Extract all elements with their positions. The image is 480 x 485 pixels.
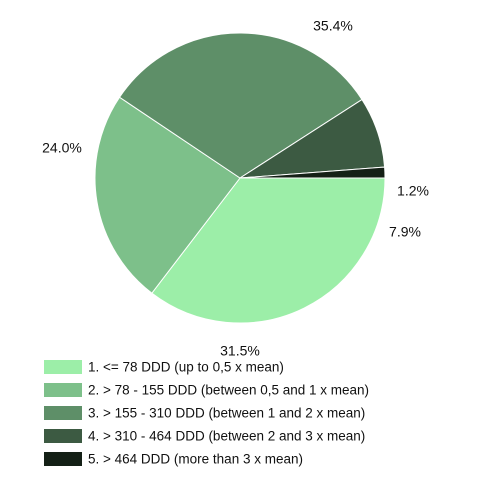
pie-slice-5 <box>239 166 386 179</box>
legend-item-3: 3. > 155 - 310 DDD (between 1 and 2 x me… <box>44 406 365 421</box>
legend-label-4: 4. > 310 - 464 DDD (between 2 and 3 x me… <box>88 429 365 444</box>
pie-slice-3 <box>118 32 363 179</box>
legend-label-2: 2. > 78 - 155 DDD (between 0,5 and 1 x m… <box>88 383 369 398</box>
slice-value-label-4: 7.9% <box>389 224 421 240</box>
legend-item-4: 4. > 310 - 464 DDD (between 2 and 3 x me… <box>44 429 365 444</box>
legend-label-5: 5. > 464 DDD (more than 3 x mean) <box>88 452 303 467</box>
legend-label-1: 1. <= 78 DDD (up to 0,5 x mean) <box>88 360 284 375</box>
legend-swatch-1 <box>44 360 82 374</box>
legend-swatch-2 <box>44 383 82 397</box>
legend-item-1: 1. <= 78 DDD (up to 0,5 x mean) <box>44 360 284 375</box>
pie-slices <box>94 32 386 324</box>
pie-slice-1 <box>151 177 386 324</box>
legend-item-2: 2. > 78 - 155 DDD (between 0,5 and 1 x m… <box>44 383 369 398</box>
slice-value-label-2: 24.0% <box>42 140 82 156</box>
legend-item-5: 5. > 464 DDD (more than 3 x mean) <box>44 452 303 467</box>
legend-label-3: 3. > 155 - 310 DDD (between 1 and 2 x me… <box>88 406 365 421</box>
legend-swatch-4 <box>44 429 82 443</box>
pie-slice-2 <box>94 96 241 294</box>
legend-swatch-3 <box>44 406 82 420</box>
slice-value-label-3: 31.5% <box>220 343 260 359</box>
pie-value-labels: 35.4% 24.0% 31.5% 7.9% 1.2% <box>42 18 429 359</box>
legend-swatch-5 <box>44 452 82 466</box>
legend: 1. <= 78 DDD (up to 0,5 x mean) 2. > 78 -… <box>44 360 369 467</box>
slice-value-label-5: 1.2% <box>397 183 429 199</box>
slice-value-label-1: 35.4% <box>313 18 353 34</box>
